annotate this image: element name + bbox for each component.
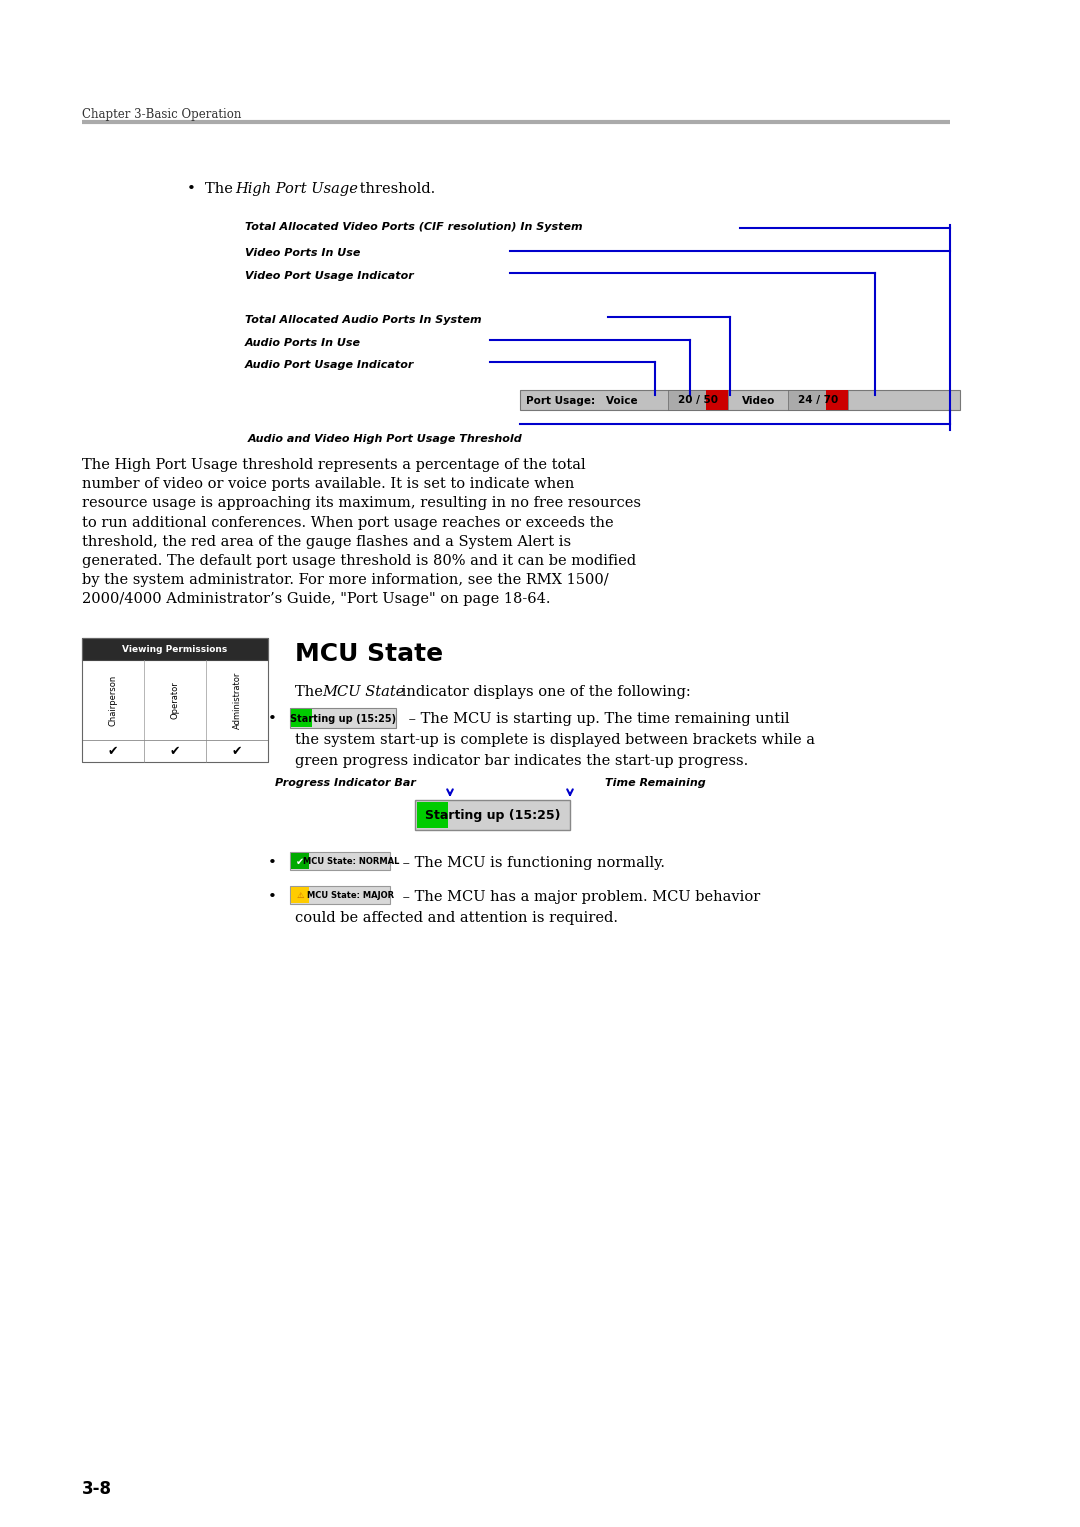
Text: The High Port Usage threshold represents a percentage of the total
number of vid: The High Port Usage threshold represents… bbox=[82, 458, 642, 606]
Bar bbox=[826, 389, 848, 411]
Text: Chairperson: Chairperson bbox=[108, 675, 118, 725]
Bar bbox=[788, 389, 848, 411]
Bar bbox=[291, 852, 390, 870]
Text: Video Port Usage Indicator: Video Port Usage Indicator bbox=[245, 270, 414, 281]
Bar bbox=[291, 887, 309, 902]
Text: •: • bbox=[187, 182, 195, 195]
Text: Video Ports In Use: Video Ports In Use bbox=[245, 247, 361, 258]
Text: Administrator: Administrator bbox=[232, 672, 242, 728]
Bar bbox=[291, 886, 390, 904]
Text: Audio Ports In Use: Audio Ports In Use bbox=[245, 337, 361, 348]
Bar bbox=[291, 709, 396, 728]
Text: ✔: ✔ bbox=[170, 745, 180, 757]
Text: Port Usage:   Voice: Port Usage: Voice bbox=[526, 395, 637, 406]
Text: – The MCU is starting up. The time remaining until: – The MCU is starting up. The time remai… bbox=[404, 712, 789, 725]
Text: Audio Port Usage Indicator: Audio Port Usage Indicator bbox=[245, 360, 415, 370]
Text: High Port Usage: High Port Usage bbox=[235, 182, 357, 195]
Text: Time Remaining: Time Remaining bbox=[605, 777, 705, 788]
Text: MCU State: NORMAL: MCU State: NORMAL bbox=[302, 857, 400, 866]
Text: 20 / 50: 20 / 50 bbox=[678, 395, 718, 406]
Text: – The MCU is functioning normally.: – The MCU is functioning normally. bbox=[399, 857, 665, 870]
Text: ⚠: ⚠ bbox=[296, 890, 303, 899]
Bar bbox=[82, 638, 268, 762]
Text: ✔: ✔ bbox=[108, 745, 118, 757]
Text: Operator: Operator bbox=[171, 681, 179, 719]
Text: •: • bbox=[268, 890, 276, 904]
Text: Video: Video bbox=[742, 395, 775, 406]
Bar bbox=[82, 638, 268, 660]
Text: 24 / 70: 24 / 70 bbox=[798, 395, 838, 406]
Text: – The MCU has a major problem. MCU behavior: – The MCU has a major problem. MCU behav… bbox=[399, 890, 760, 904]
Bar bbox=[417, 802, 448, 828]
Bar bbox=[291, 854, 309, 869]
Text: Chapter 3-Basic Operation: Chapter 3-Basic Operation bbox=[82, 108, 241, 121]
Text: could be affected and attention is required.: could be affected and attention is requi… bbox=[295, 912, 618, 925]
Text: 3-8: 3-8 bbox=[82, 1480, 112, 1498]
Bar bbox=[669, 389, 728, 411]
Text: Total Allocated Video Ports (CIF resolution) In System: Total Allocated Video Ports (CIF resolut… bbox=[245, 221, 582, 232]
Bar bbox=[291, 709, 312, 727]
Text: MCU State: MCU State bbox=[322, 686, 404, 699]
Text: •: • bbox=[268, 857, 276, 870]
Text: threshold.: threshold. bbox=[355, 182, 435, 195]
Text: •: • bbox=[268, 712, 276, 725]
Text: ✔: ✔ bbox=[296, 857, 305, 866]
Text: ✔: ✔ bbox=[232, 745, 242, 757]
Text: The: The bbox=[295, 686, 327, 699]
Text: indicator displays one of the following:: indicator displays one of the following: bbox=[397, 686, 691, 699]
Text: Progress Indicator Bar: Progress Indicator Bar bbox=[275, 777, 416, 788]
Text: Total Allocated Audio Ports In System: Total Allocated Audio Ports In System bbox=[245, 315, 482, 325]
Text: Starting up (15:25): Starting up (15:25) bbox=[289, 713, 396, 724]
Bar bbox=[706, 389, 728, 411]
Text: MCU State: MAJOR: MCU State: MAJOR bbox=[308, 890, 394, 899]
Text: green progress indicator bar indicates the start-up progress.: green progress indicator bar indicates t… bbox=[295, 754, 748, 768]
Text: Viewing Permissions: Viewing Permissions bbox=[122, 644, 228, 654]
Bar bbox=[82, 741, 268, 762]
Text: Starting up (15:25): Starting up (15:25) bbox=[424, 809, 561, 822]
Text: the system start-up is complete is displayed between brackets while a: the system start-up is complete is displ… bbox=[295, 733, 815, 747]
Text: MCU State: MCU State bbox=[295, 641, 443, 666]
Bar bbox=[415, 800, 570, 831]
Text: The: The bbox=[205, 182, 238, 195]
Bar bbox=[519, 389, 960, 411]
Text: Audio and Video High Port Usage Threshold: Audio and Video High Port Usage Threshol… bbox=[248, 434, 523, 444]
